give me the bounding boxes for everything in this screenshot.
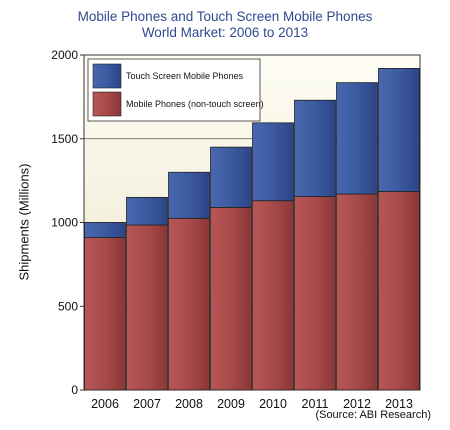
bar-2010-touch — [252, 122, 294, 202]
y-tick-label: 2000 — [51, 48, 78, 62]
x-tick-label: 2013 — [385, 397, 413, 411]
legend-swatch — [92, 63, 122, 89]
bar-2013-touch — [378, 68, 420, 192]
x-tick-label: 2012 — [343, 397, 371, 411]
bar-2009-non-touch — [210, 207, 252, 391]
y-tick-label: 500 — [58, 299, 78, 313]
x-tick-label: 2006 — [91, 397, 119, 411]
y-tick-labels: 0 500 1000 1500 2000 — [51, 48, 78, 397]
bar-2011-touch — [294, 99, 336, 197]
source-note: (Source: ABI Research) — [315, 409, 431, 421]
bar-2012-non-touch — [336, 193, 378, 391]
bar-2010-non-touch — [252, 200, 294, 391]
bar-2011-non-touch — [294, 196, 336, 391]
y-tick-label: 1000 — [51, 216, 78, 230]
x-tick-labels: 2006 2007 2008 2009 2010 2011 2012 2013 — [91, 397, 413, 411]
legend: Touch Screen Mobile Phones Mobile Phones … — [87, 58, 264, 122]
legend-swatch — [92, 91, 122, 117]
bars — [84, 68, 420, 391]
bar-2006-touch — [84, 222, 126, 238]
x-tick-label: 2011 — [302, 397, 329, 411]
y-tick-label: 0 — [71, 383, 78, 397]
bar-2008-touch — [168, 171, 210, 219]
bar-2007-touch — [126, 196, 168, 226]
legend-label: Mobile Phones (non-touch screen) — [126, 99, 264, 109]
x-tick-label: 2008 — [175, 397, 203, 411]
chart-subtitle: World Market: 2006 to 2013 — [141, 25, 309, 40]
bar-2007-non-touch — [126, 224, 168, 391]
x-tick-label: 2007 — [133, 397, 161, 411]
chart-title: Mobile Phones and Touch Screen Mobile Ph… — [77, 9, 373, 24]
bar-2008-non-touch — [168, 217, 210, 391]
bar-2013-non-touch — [378, 191, 420, 391]
legend-label: Touch Screen Mobile Phones — [126, 71, 244, 81]
bar-2012-touch — [336, 82, 378, 195]
bar-2006-non-touch — [84, 237, 126, 391]
bar-2009-touch — [210, 146, 252, 208]
x-tick-label: 2010 — [259, 397, 287, 411]
x-tick-label: 2009 — [217, 397, 245, 411]
y-tick-label: 1500 — [51, 132, 78, 146]
